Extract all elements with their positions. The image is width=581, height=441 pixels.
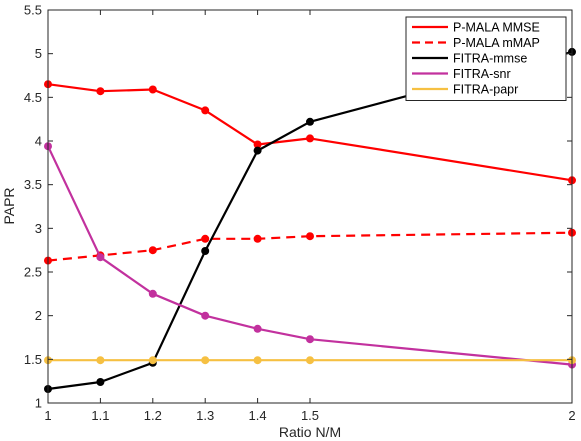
x-tick-label: 1 [44, 408, 51, 423]
y-tick-label: 4.5 [24, 90, 42, 105]
series-4-point [201, 311, 210, 320]
series-2-point [201, 234, 210, 243]
series-5-point [96, 356, 105, 365]
series-4-point [253, 324, 262, 333]
y-tick-label: 4 [35, 134, 42, 149]
series-5-point [253, 356, 262, 365]
series-layer [44, 47, 576, 393]
series-1-point [306, 134, 314, 143]
legend-label: FITRA-snr [453, 67, 511, 81]
y-tick-label: 3 [35, 221, 42, 236]
series-1-point [201, 106, 210, 115]
series-1-point [253, 140, 262, 149]
x-axis-label: Ratio N/M [279, 424, 341, 440]
x-tick-label: 1.3 [196, 408, 214, 423]
series-1-point [96, 87, 105, 96]
series-2-point [148, 246, 157, 255]
series-5-point [201, 356, 210, 365]
series-4-point [306, 335, 314, 344]
series-3-point [96, 378, 105, 386]
series-4-point [148, 289, 157, 298]
x-tick-label: 1.4 [249, 408, 267, 423]
series-5-point [148, 356, 157, 365]
series-2-point [253, 234, 262, 243]
x-tick-label: 1.2 [144, 408, 162, 423]
legend-label: P-MALA MMSE [453, 21, 540, 35]
legend-label: P-MALA mMAP [453, 36, 540, 50]
series-4-point [96, 253, 105, 262]
series-3-point [253, 146, 262, 155]
y-tick-label: 2 [35, 308, 42, 323]
axes-layer: 1 1.1 1.2 1.3 1.4 1.5 2 1 1.5 2 2.5 3 3.5 4 4.5 5 5.5 [24, 3, 576, 424]
y-tick-label: 3.5 [24, 177, 42, 192]
legend-label: FITRA-mmse [453, 52, 527, 66]
y-tick-label: 5.5 [24, 3, 42, 18]
series-3-point [306, 117, 314, 126]
x-tick-label: 2 [568, 408, 575, 423]
series-2-point [306, 232, 314, 241]
series-1-point [148, 85, 157, 94]
y-axis-label: PAPR [1, 187, 17, 224]
series-3-point [201, 247, 210, 255]
series-5-point [306, 356, 314, 365]
y-tick-label: 5 [35, 46, 42, 61]
y-tick-label: 1 [35, 396, 42, 411]
y-tick-label: 2.5 [24, 265, 42, 280]
legend-label: FITRA-papr [453, 83, 518, 97]
x-tick-label: 1.1 [91, 408, 109, 423]
x-tick-label: 1.5 [301, 408, 319, 423]
y-tick-label: 1.5 [24, 352, 42, 367]
